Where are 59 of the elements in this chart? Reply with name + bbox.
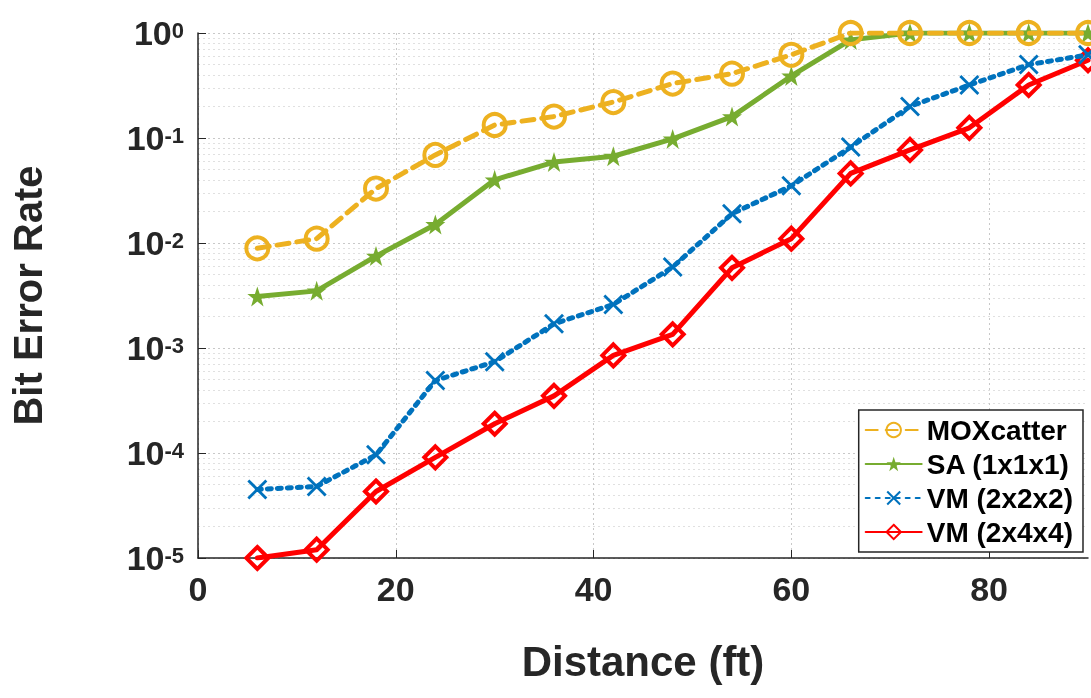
point — [303, 225, 330, 252]
point — [544, 313, 564, 334]
x-axis-title: Distance (ft) — [521, 637, 765, 685]
point — [956, 114, 983, 141]
x-tick-label: 20 — [376, 570, 415, 608]
point — [837, 20, 864, 46]
point — [778, 225, 805, 252]
point — [422, 141, 449, 168]
point — [247, 479, 268, 500]
legend-label: VM (2x4x4) — [926, 516, 1074, 548]
point — [722, 106, 742, 127]
point — [600, 342, 627, 369]
point — [363, 175, 389, 202]
x-tick-label: 60 — [772, 570, 811, 608]
point — [244, 545, 271, 571]
legend-label: VM (2x2x2) — [926, 482, 1074, 514]
x-tick-label: 80 — [970, 570, 1009, 608]
point — [541, 382, 567, 409]
point — [363, 478, 389, 505]
point — [1018, 54, 1039, 75]
point — [778, 41, 805, 68]
point — [719, 254, 745, 281]
point — [484, 169, 505, 190]
x-tick-label: 40 — [574, 570, 613, 608]
point — [366, 444, 386, 465]
point — [306, 280, 327, 301]
point — [603, 294, 624, 315]
point — [840, 137, 861, 158]
point — [897, 136, 923, 163]
point — [425, 214, 446, 235]
y-axis-title: Bit Error Rate — [6, 165, 50, 426]
point — [603, 146, 624, 167]
point — [659, 70, 686, 97]
point — [959, 74, 980, 95]
point — [303, 536, 330, 563]
point — [662, 257, 683, 278]
point — [244, 235, 271, 262]
point — [541, 103, 567, 130]
point — [900, 96, 920, 117]
point — [600, 89, 627, 116]
point — [481, 410, 508, 437]
point — [366, 246, 386, 267]
point — [484, 351, 505, 372]
point — [481, 112, 508, 138]
point — [662, 128, 683, 149]
point — [781, 175, 802, 196]
x-tick-label: 0 — [188, 570, 208, 608]
point — [306, 476, 327, 497]
point — [722, 203, 742, 224]
point — [719, 60, 745, 87]
legend-label: SA (1x1x1) — [926, 448, 1069, 480]
point — [425, 370, 446, 391]
point — [781, 65, 802, 86]
point — [1015, 71, 1042, 98]
legend-label: MOXcatter — [926, 414, 1067, 446]
point — [837, 160, 864, 187]
point — [544, 152, 564, 173]
point — [659, 321, 686, 348]
point — [422, 444, 449, 471]
